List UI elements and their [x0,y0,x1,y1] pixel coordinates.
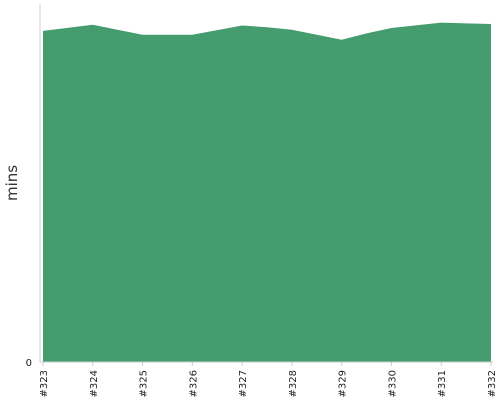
x-tick-label: #332 [487,370,498,397]
area-series [43,22,491,363]
x-tick-label: #325 [139,370,150,397]
x-tick-label: #329 [338,370,349,397]
area-layer [43,22,491,363]
x-tick-label: #323 [39,370,50,397]
x-tick-label: #324 [89,370,100,397]
x-tick-label: #328 [288,370,299,397]
x-tick-label: #326 [188,370,199,397]
y-axis-ticks: 0 [26,358,32,369]
y-axis-title: mins [3,165,21,201]
x-tick-label: #330 [387,370,398,397]
x-axis-ticks: #323 #324 #325 #326 #327 #328 #329 #330 #331 #332 [39,362,498,397]
x-tick-label: #331 [437,370,448,397]
x-tick-label: #327 [238,370,249,397]
y-tick-label: 0 [26,358,32,369]
